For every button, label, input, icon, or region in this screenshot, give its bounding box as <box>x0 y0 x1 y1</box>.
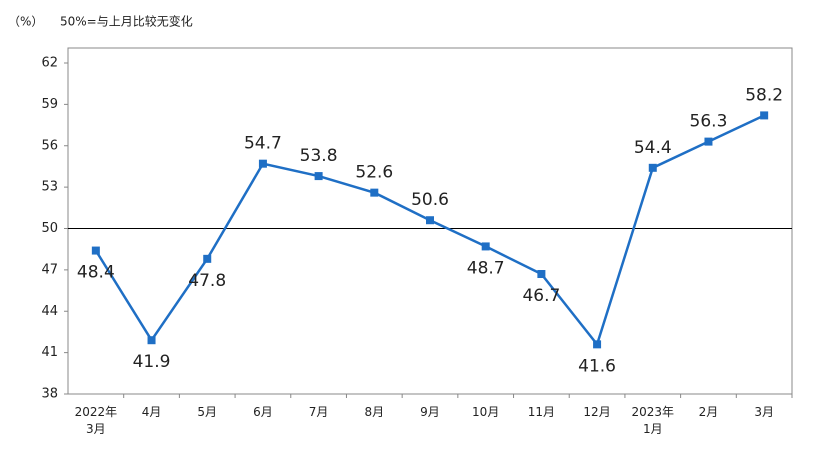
data-label: 53.8 <box>300 146 338 166</box>
marker <box>593 340 602 349</box>
x-tick-label: 2022年 3月 <box>74 405 118 436</box>
data-label: 52.6 <box>355 163 393 183</box>
data-label: 56.3 <box>690 112 728 132</box>
y-tick-label: 62 <box>41 56 58 71</box>
marker <box>760 111 769 120</box>
x-tick-label: 2月 <box>698 405 719 419</box>
data-label: 41.6 <box>578 356 616 376</box>
x-tick-label: 2023年 1月 <box>631 405 675 436</box>
marker <box>258 159 267 168</box>
note: 50%=与上月比较无变化 <box>60 14 193 29</box>
marker <box>648 163 657 172</box>
x-tick-label: 6月 <box>253 405 273 419</box>
x-tick-label: 9月 <box>420 405 440 419</box>
y-tick-label: 47 <box>41 262 58 277</box>
x-tick-label: 8月 <box>364 405 385 419</box>
y-tick-label: 44 <box>41 304 58 319</box>
x-tick-label: 10月 <box>472 405 500 419</box>
x-tick-label: 3月 <box>754 405 774 419</box>
marker <box>537 270 546 279</box>
y-tick-label: 53 <box>41 180 58 195</box>
marker <box>426 216 434 225</box>
data-label: 48.7 <box>467 258 505 278</box>
data-label: 41.9 <box>133 352 171 372</box>
marker <box>91 246 100 255</box>
data-label: 47.8 <box>188 271 226 291</box>
unit-label: （%） <box>8 15 43 29</box>
x-tick-label: 7月 <box>308 405 329 419</box>
x-tick-label: 5月 <box>197 405 218 419</box>
marker <box>203 254 212 263</box>
data-label: 50.6 <box>411 190 449 210</box>
y-tick-label: 41 <box>41 345 58 360</box>
x-tick-label: 12月 <box>583 405 611 419</box>
x-tick-label: 11月 <box>527 405 556 419</box>
marker <box>314 172 323 181</box>
data-label: 54.4 <box>634 138 672 158</box>
data-label: 58.2 <box>745 85 783 105</box>
plot-frame <box>67 47 793 395</box>
y-tick-label: 38 <box>41 387 58 402</box>
data-label: 48.4 <box>77 263 115 283</box>
marker <box>370 188 379 197</box>
y-tick-label: 56 <box>41 138 58 153</box>
data-label: 54.7 <box>244 134 282 154</box>
marker <box>147 336 156 345</box>
x-tick-label: 4月 <box>141 405 162 419</box>
marker <box>704 137 713 146</box>
data-label: 46.7 <box>522 286 560 306</box>
y-tick-label: 59 <box>41 97 58 112</box>
y-tick-label: 50 <box>41 221 58 236</box>
marker <box>481 242 490 251</box>
